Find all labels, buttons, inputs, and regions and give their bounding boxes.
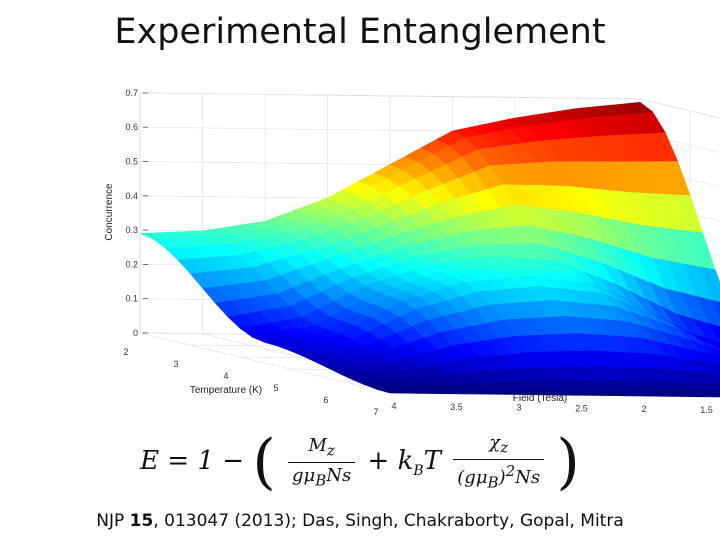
entanglement-equation: E = 1 − ( Mz gμBNs + kBT χz (gμB)2Ns ) bbox=[0, 432, 720, 492]
temperature-tick-label: 6 bbox=[323, 395, 328, 405]
z-tick-label: 0.7 bbox=[125, 88, 138, 98]
term1-den: gμ bbox=[292, 464, 316, 486]
z-tick-label: 0.6 bbox=[125, 122, 138, 132]
citation: NJP 15, 013047 (2013); Das, Singh, Chakr… bbox=[0, 511, 720, 531]
citation-journal: NJP bbox=[96, 511, 125, 531]
y-axis-title: Field (Tesla) bbox=[513, 393, 567, 404]
surface-patch bbox=[623, 101, 654, 114]
surface-patch bbox=[710, 373, 720, 381]
z-tick-label: 0.3 bbox=[125, 225, 138, 235]
z-tick-label: 0.5 bbox=[125, 157, 138, 167]
term2-num: χ bbox=[489, 432, 501, 454]
z-tick-label: 0.4 bbox=[125, 191, 138, 201]
field-tick-label: 3 bbox=[516, 403, 521, 413]
x-axis-title: Temperature (K) bbox=[190, 385, 262, 396]
kb-k: k bbox=[397, 446, 414, 476]
kb-t: T bbox=[423, 446, 442, 476]
first-fraction: Mz gμBNs bbox=[288, 434, 356, 490]
citation-volume: 15 bbox=[129, 511, 154, 531]
term2-num-sub: z bbox=[500, 439, 509, 457]
page-title: Experimental Entanglement bbox=[114, 12, 606, 52]
term1-num-sub: z bbox=[326, 441, 335, 460]
term2-den-sub: B bbox=[487, 473, 499, 492]
temperature-tick-label: 5 bbox=[273, 383, 278, 393]
surface-patch bbox=[711, 299, 720, 319]
right-paren: ) bbox=[556, 427, 580, 497]
equation-plus: + bbox=[367, 446, 390, 476]
floor-gridline bbox=[139, 332, 391, 394]
term2-den: (gμ bbox=[457, 467, 488, 488]
field-tick-label: 1.5 bbox=[700, 405, 713, 415]
z-tick-label: 0.2 bbox=[125, 259, 138, 269]
field-tick-label: 2.5 bbox=[575, 403, 588, 413]
second-fraction: χz (gμB)2Ns bbox=[453, 432, 545, 492]
term2-den-sup: 2 bbox=[505, 462, 516, 480]
surface-patch bbox=[713, 363, 720, 369]
equation-lhs: E = 1 − bbox=[140, 446, 245, 476]
term1-den-sub: B bbox=[315, 471, 327, 490]
surface-plot: 0 0.1 0.2 0.3 0.4 0.5 0.6 0.7 2 3 4 5 6 7 4 3.5 3 2.5 2 1.5… bbox=[104, 88, 720, 417]
field-tick-label: 2 bbox=[641, 404, 646, 414]
z-axis-title: Concurrence bbox=[104, 183, 115, 241]
temperature-tick-label: 4 bbox=[223, 371, 228, 381]
field-tick-label: 4 bbox=[391, 401, 396, 411]
term2-den-tail: ) bbox=[498, 467, 506, 488]
temperature-tick-label: 7 bbox=[373, 407, 378, 417]
z-tick-label: 0 bbox=[133, 328, 138, 338]
kb-sub: B bbox=[413, 463, 424, 480]
citation-rest: , 013047 (2013); Das, Singh, Chakraborty… bbox=[153, 511, 624, 531]
equation-kb: kBT bbox=[397, 446, 442, 480]
term1-num: M bbox=[308, 434, 327, 456]
left-paren: ( bbox=[252, 427, 276, 497]
term2-den-end: Ns bbox=[515, 467, 541, 488]
z-tick-label: 0.1 bbox=[125, 294, 138, 304]
field-tick-label: 3.5 bbox=[450, 402, 463, 412]
temperature-tick-label: 2 bbox=[123, 347, 128, 357]
term1-den-tail: Ns bbox=[326, 464, 352, 486]
temperature-tick-label: 3 bbox=[173, 359, 178, 369]
